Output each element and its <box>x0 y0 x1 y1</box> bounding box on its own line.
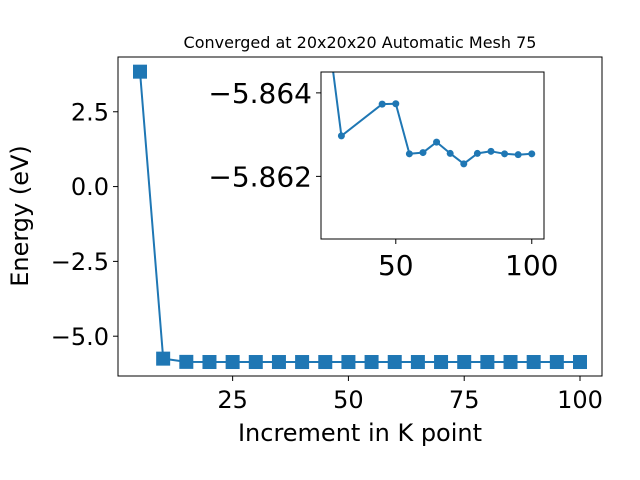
inset-y-tick-label: −5.862 <box>208 160 312 193</box>
inset-data-point <box>528 150 536 158</box>
main-data-point <box>434 355 449 370</box>
main-x-tick-label: 50 <box>333 386 364 414</box>
main-data-point <box>410 355 425 370</box>
inset-data-point <box>460 160 468 168</box>
inset-data-point <box>501 150 509 158</box>
inset-data-point <box>337 132 345 140</box>
inset-y-tick-label: −5.864 <box>208 77 312 110</box>
main-data-point <box>295 355 310 370</box>
main-data-point <box>156 351 171 366</box>
main-y-axis: −5.0 −2.5 0.0 2.5 <box>51 98 118 351</box>
main-x-tick-label: 25 <box>217 386 248 414</box>
main-data-point <box>573 355 587 370</box>
inset-x-tick-label: 100 <box>505 249 558 282</box>
inset-y-axis: −5.864 −5.862 <box>208 77 321 193</box>
main-plot-area <box>133 64 587 370</box>
inset-data-point <box>446 149 454 157</box>
inset-data-point <box>405 150 413 158</box>
main-y-tick-label: 2.5 <box>71 98 109 126</box>
main-axes-frame <box>117 56 603 377</box>
main-data-point <box>318 355 333 370</box>
inset-data-point <box>419 149 427 157</box>
inset-axes-frame <box>320 71 545 240</box>
main-data-point <box>503 355 518 370</box>
x-axis-label: Increment in K point <box>238 419 482 447</box>
main-y-tick-label: −2.5 <box>51 248 109 276</box>
inset-plot-area <box>332 72 536 168</box>
main-data-point <box>480 355 495 370</box>
inset-x-axis: 50 100 <box>378 239 558 282</box>
main-data-point <box>133 64 147 79</box>
main-data-point <box>549 355 564 370</box>
main-data-point <box>225 355 240 370</box>
inset-background <box>321 72 544 239</box>
main-x-tick-label: 75 <box>449 386 480 414</box>
inset-data-point <box>392 100 400 108</box>
main-data-point <box>526 355 541 370</box>
main-data-point <box>341 355 356 370</box>
inset-data-point <box>487 147 495 155</box>
main-data-point <box>271 355 286 370</box>
main-y-tick-label: 0.0 <box>71 173 109 201</box>
inset-data-point <box>473 149 481 157</box>
main-x-tick-label: 100 <box>557 386 603 414</box>
inset-data-point <box>514 151 522 159</box>
main-data-point <box>364 355 379 370</box>
main-data-point <box>248 355 263 370</box>
inset-x-tick-label: 50 <box>378 249 414 282</box>
main-data-point <box>387 355 402 370</box>
y-axis-label: Energy (eV) <box>6 145 34 287</box>
chart-title: Converged at 20x20x20 Automatic Mesh 75 <box>184 33 537 52</box>
inset-data-point <box>378 100 386 108</box>
inset-data-point <box>433 138 441 146</box>
main-data-point <box>179 354 194 369</box>
main-y-tick-label: −5.0 <box>51 323 109 351</box>
main-data-point <box>457 355 472 370</box>
main-data-point <box>202 355 217 370</box>
main-x-axis: 25 50 75 100 <box>217 376 603 414</box>
